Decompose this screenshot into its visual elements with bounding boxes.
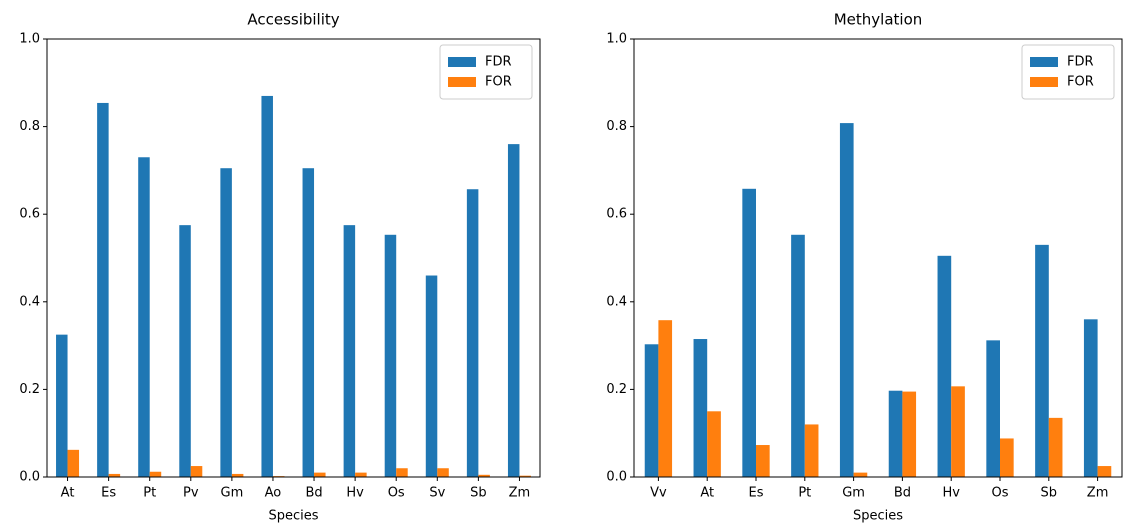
axes-frame bbox=[633, 38, 1123, 478]
y-tick-label: 0.4 bbox=[19, 294, 40, 309]
bar bbox=[888, 390, 903, 477]
x-tick-label: Hv bbox=[942, 486, 960, 501]
legend-box bbox=[439, 44, 533, 100]
bar bbox=[343, 225, 356, 477]
x-tick-label: Zm bbox=[1087, 486, 1109, 501]
x-tick-label: At bbox=[700, 486, 714, 501]
y-tick-label: 0.2 bbox=[19, 382, 40, 397]
bar bbox=[644, 344, 659, 477]
bar bbox=[261, 95, 273, 477]
bar bbox=[519, 475, 531, 477]
y-tick-label: 0.6 bbox=[19, 207, 40, 222]
x-axis-label: Species bbox=[268, 509, 318, 524]
x-tick-label: Gm bbox=[221, 486, 244, 501]
x-tick-label: Gm bbox=[842, 486, 865, 501]
legend-swatch bbox=[448, 77, 476, 87]
bar bbox=[56, 334, 68, 477]
bar bbox=[937, 255, 952, 477]
legend-label: FDR bbox=[485, 55, 512, 70]
x-tick-label: At bbox=[61, 486, 75, 501]
axes-frame bbox=[46, 38, 541, 478]
chart-title: Methylation bbox=[834, 11, 923, 29]
legend-label: FOR bbox=[485, 75, 512, 90]
x-tick-label: Ao bbox=[265, 486, 282, 501]
bar bbox=[756, 445, 770, 477]
bar bbox=[220, 168, 232, 477]
bar bbox=[478, 474, 490, 477]
bar bbox=[179, 225, 191, 477]
y-tick-label: 1.0 bbox=[606, 32, 627, 47]
bar bbox=[839, 123, 854, 477]
y-tick-label: 0.0 bbox=[606, 470, 627, 485]
bar bbox=[804, 424, 819, 477]
x-axis-label: Species bbox=[853, 509, 903, 524]
bar bbox=[1048, 417, 1063, 477]
bar bbox=[693, 339, 708, 477]
bar bbox=[190, 466, 203, 477]
y-tick-label: 0.2 bbox=[606, 382, 627, 397]
bar bbox=[1083, 319, 1098, 477]
legend-swatch bbox=[1030, 57, 1058, 67]
x-tick-label: Bd bbox=[305, 486, 322, 501]
bar bbox=[355, 472, 367, 477]
x-tick-label: Pt bbox=[143, 486, 156, 501]
legend-swatch bbox=[448, 57, 476, 67]
bar bbox=[149, 471, 162, 477]
x-tick-label: Sb bbox=[1041, 486, 1058, 501]
y-tick-label: 1.0 bbox=[19, 32, 40, 47]
bar bbox=[466, 189, 479, 477]
bar bbox=[951, 386, 965, 477]
bar bbox=[108, 473, 121, 477]
bar bbox=[396, 468, 408, 477]
x-tick-label: Es bbox=[101, 486, 116, 501]
bar bbox=[384, 234, 397, 477]
x-tick-label: Sv bbox=[429, 486, 445, 501]
bar bbox=[707, 411, 721, 477]
x-tick-label: Sb bbox=[470, 486, 487, 501]
x-tick-label: Os bbox=[991, 486, 1008, 501]
x-tick-label: Vv bbox=[650, 486, 667, 501]
bar bbox=[67, 449, 80, 477]
bar bbox=[231, 473, 244, 477]
x-tick-label: Zm bbox=[509, 486, 531, 501]
y-tick-label: 0.6 bbox=[606, 207, 627, 222]
bar bbox=[138, 157, 150, 477]
y-tick-label: 0.4 bbox=[606, 294, 627, 309]
x-tick-label: Bd bbox=[894, 486, 911, 501]
bar bbox=[658, 320, 673, 477]
bar bbox=[507, 144, 520, 477]
y-tick-label: 0.8 bbox=[606, 119, 627, 134]
bar bbox=[302, 168, 315, 477]
bar bbox=[791, 234, 805, 477]
bar bbox=[1035, 244, 1049, 477]
x-tick-label: Pv bbox=[183, 486, 199, 501]
x-tick-label: Os bbox=[388, 486, 405, 501]
bar bbox=[853, 472, 868, 477]
bar bbox=[1000, 438, 1014, 477]
legend-label: FOR bbox=[1067, 75, 1094, 90]
legend-swatch bbox=[1030, 77, 1058, 87]
x-tick-label: Es bbox=[749, 486, 764, 501]
bar bbox=[742, 188, 756, 477]
chart-title: Accessibility bbox=[247, 11, 339, 29]
y-tick-label: 0.8 bbox=[19, 119, 40, 134]
bar bbox=[1097, 466, 1112, 477]
legend-box bbox=[1021, 44, 1115, 100]
bar bbox=[986, 340, 1000, 477]
bar bbox=[314, 472, 326, 477]
bar bbox=[902, 391, 917, 477]
bar bbox=[437, 468, 449, 477]
legend-label: FDR bbox=[1067, 55, 1094, 70]
x-tick-label: Hv bbox=[346, 486, 364, 501]
y-tick-label: 0.0 bbox=[19, 470, 40, 485]
x-tick-label: Pt bbox=[798, 486, 811, 501]
bar bbox=[425, 275, 438, 477]
bar bbox=[97, 102, 109, 477]
